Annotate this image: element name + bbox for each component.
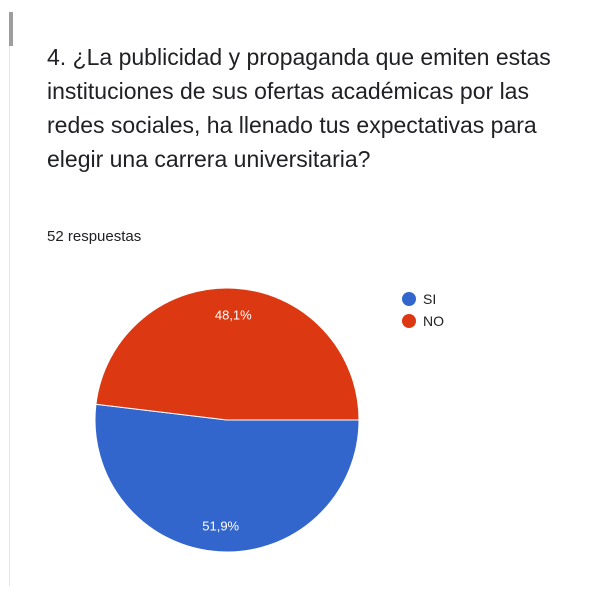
chart-legend: SI NO <box>402 291 444 329</box>
legend-label-si: SI <box>423 291 436 307</box>
pie-slices <box>94 287 360 553</box>
pie-slice-label-no: 48,1% <box>215 308 252 323</box>
pie-slice-no[interactable] <box>95 287 360 421</box>
card-accent-bar <box>9 12 13 46</box>
legend-swatch-no <box>402 314 416 328</box>
question-title: 4. ¿La publicidad y propaganda que emite… <box>47 44 551 172</box>
card-left-border <box>9 46 10 586</box>
response-count: 52 respuestas <box>47 228 142 245</box>
legend-label-no: NO <box>423 313 444 329</box>
legend-swatch-si <box>402 292 416 306</box>
pie-slice-label-si: 51,9% <box>202 518 239 533</box>
pie-slice-si[interactable] <box>94 403 360 553</box>
pie-slice-labels: 51,9% 48,1% <box>202 308 252 534</box>
